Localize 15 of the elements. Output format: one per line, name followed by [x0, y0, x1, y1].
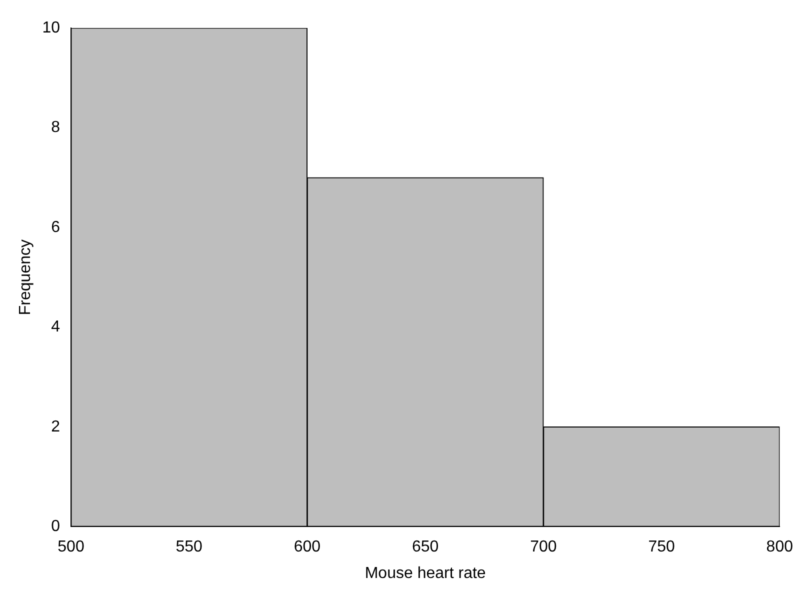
- x-tick-label: 500: [58, 538, 84, 556]
- y-axis-title: Frequency: [17, 240, 34, 316]
- y-tick-label: 4: [51, 318, 60, 336]
- x-axis-title: Mouse heart rate: [364, 564, 486, 582]
- y-tick-label: 0: [51, 518, 60, 536]
- x-tick-label: 800: [766, 538, 794, 556]
- y-tick-label: 2: [51, 418, 60, 436]
- y-tick-label: 10: [42, 19, 60, 36]
- y-tick-label: 6: [51, 218, 60, 236]
- x-tick-label: 600: [294, 538, 321, 556]
- x-tick-label: 750: [648, 538, 675, 556]
- x-tick-label: 550: [176, 538, 203, 556]
- y-tick-label: 8: [51, 119, 60, 136]
- x-tick-label: 650: [412, 538, 439, 556]
- x-tick-label: 700: [530, 538, 557, 556]
